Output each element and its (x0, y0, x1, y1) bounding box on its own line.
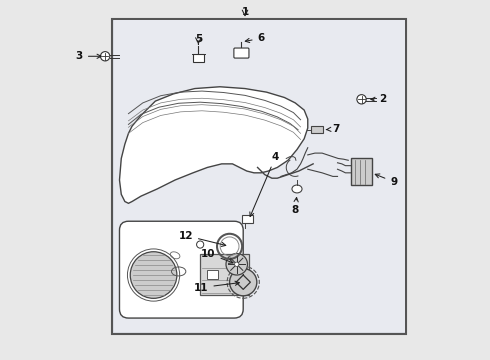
Circle shape (100, 51, 110, 61)
Bar (114, 21, 405, 332)
Circle shape (130, 252, 177, 298)
Text: 7: 7 (326, 124, 339, 134)
FancyBboxPatch shape (120, 221, 243, 318)
Text: 11: 11 (194, 281, 239, 293)
Ellipse shape (292, 185, 302, 193)
FancyBboxPatch shape (234, 48, 249, 58)
Bar (351, 158, 371, 185)
Circle shape (230, 269, 257, 296)
Bar (207, 270, 218, 279)
Bar (243, 215, 252, 223)
Polygon shape (120, 87, 308, 203)
Text: 9: 9 (375, 174, 397, 187)
Bar (193, 54, 204, 62)
Text: 1: 1 (242, 7, 248, 17)
Text: 2: 2 (371, 94, 387, 104)
Bar (311, 126, 323, 134)
Text: 4: 4 (250, 152, 279, 216)
Circle shape (196, 241, 204, 248)
Text: 10: 10 (201, 248, 233, 264)
Text: 5: 5 (195, 34, 202, 44)
Circle shape (235, 262, 239, 266)
Circle shape (357, 95, 366, 104)
Circle shape (226, 253, 247, 275)
Text: 3: 3 (75, 51, 101, 61)
Text: 12: 12 (178, 231, 226, 247)
Bar (200, 253, 248, 295)
Text: 6: 6 (245, 33, 265, 43)
Text: 8: 8 (292, 198, 299, 216)
Bar (112, 19, 406, 334)
